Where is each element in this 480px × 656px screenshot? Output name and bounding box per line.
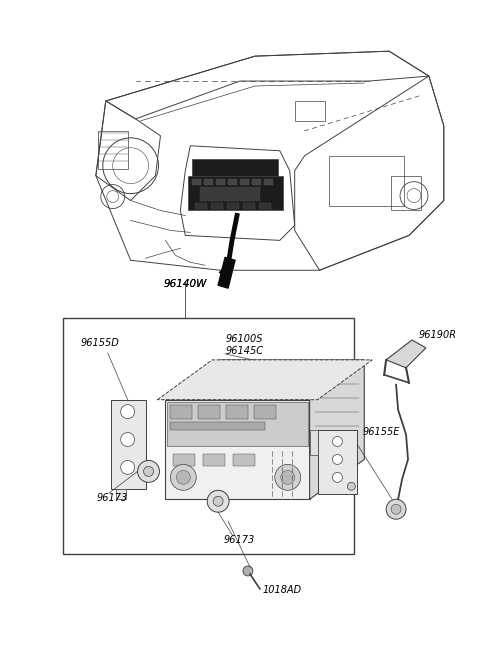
- Bar: [310, 430, 318, 455]
- Bar: [295, 101, 324, 121]
- Circle shape: [333, 472, 342, 482]
- Circle shape: [281, 470, 295, 484]
- Polygon shape: [157, 360, 372, 400]
- Bar: [227, 203, 239, 209]
- Bar: [116, 489, 126, 499]
- Bar: [216, 178, 225, 184]
- Circle shape: [207, 490, 229, 512]
- Bar: [240, 178, 249, 184]
- Circle shape: [333, 436, 342, 447]
- Text: 96173: 96173: [97, 493, 128, 503]
- Circle shape: [144, 466, 154, 476]
- Text: 96140W: 96140W: [163, 279, 207, 289]
- Circle shape: [333, 455, 342, 464]
- Bar: [173, 455, 195, 466]
- Text: 1018AD: 1018AD: [263, 585, 302, 595]
- Bar: [254, 405, 276, 419]
- Bar: [391, 176, 421, 211]
- Circle shape: [120, 432, 134, 447]
- Circle shape: [120, 461, 134, 474]
- Circle shape: [391, 504, 401, 514]
- Bar: [195, 203, 207, 209]
- Bar: [211, 203, 223, 209]
- Bar: [200, 186, 260, 201]
- Polygon shape: [188, 176, 283, 211]
- Bar: [198, 405, 220, 419]
- Text: 96155D: 96155D: [81, 338, 120, 348]
- Bar: [192, 178, 201, 184]
- Bar: [318, 430, 357, 494]
- Bar: [329, 155, 404, 205]
- Bar: [170, 405, 192, 419]
- Circle shape: [176, 470, 190, 484]
- Bar: [98, 131, 128, 169]
- Bar: [204, 178, 213, 184]
- Bar: [233, 455, 255, 466]
- Circle shape: [386, 499, 406, 519]
- Bar: [111, 400, 145, 489]
- Bar: [259, 203, 271, 209]
- Text: 96145C: 96145C: [225, 346, 263, 356]
- Circle shape: [120, 405, 134, 419]
- Polygon shape: [192, 159, 278, 176]
- Circle shape: [243, 566, 253, 576]
- Circle shape: [138, 461, 159, 482]
- Bar: [243, 203, 255, 209]
- Bar: [168, 401, 308, 447]
- Bar: [228, 178, 237, 184]
- Polygon shape: [310, 360, 364, 499]
- Circle shape: [348, 482, 355, 490]
- Circle shape: [170, 464, 196, 490]
- Text: 96155E: 96155E: [362, 426, 400, 436]
- Bar: [203, 455, 225, 466]
- Bar: [226, 405, 248, 419]
- Bar: [166, 400, 310, 499]
- Polygon shape: [386, 340, 426, 368]
- Text: 96140W: 96140W: [163, 279, 207, 289]
- Bar: [264, 178, 273, 184]
- Polygon shape: [166, 360, 364, 400]
- Circle shape: [213, 497, 223, 506]
- Text: 96100S: 96100S: [225, 334, 263, 344]
- Bar: [252, 178, 261, 184]
- Bar: [63, 318, 354, 554]
- Polygon shape: [218, 257, 235, 288]
- Bar: [170, 422, 265, 430]
- Text: 96190R: 96190R: [419, 330, 457, 340]
- Circle shape: [275, 464, 300, 490]
- Text: 96173: 96173: [223, 535, 254, 545]
